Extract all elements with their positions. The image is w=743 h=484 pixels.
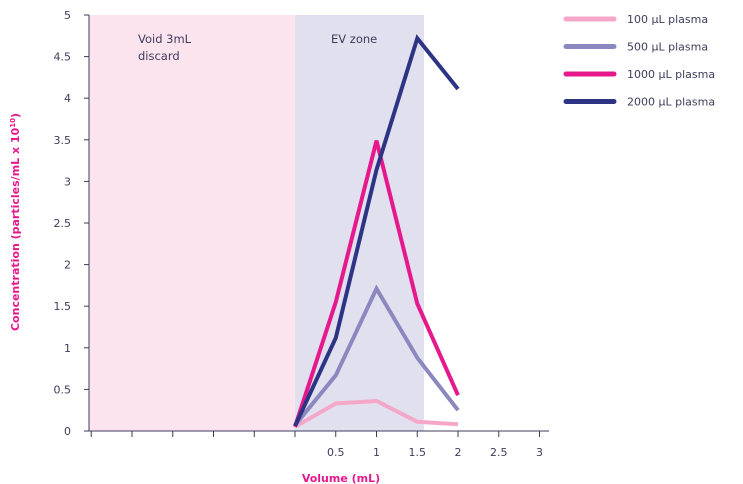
legend-label-500: 500 µL plasma <box>627 41 708 54</box>
ev-zone-label: EV zone <box>331 32 377 46</box>
void-zone-label-line-2: discard <box>138 49 180 63</box>
series-line-500 <box>293 284 460 427</box>
y-tick-label: 1 <box>64 342 71 355</box>
y-tick-label: 4.5 <box>54 51 72 64</box>
legend-label-2000: 2000 µL plasma <box>627 96 715 109</box>
y-axis-title: Concentration (particles/mL x 1010) <box>9 113 22 331</box>
y-tick-label: 3 <box>64 175 71 188</box>
x-axis-title: Volume (mL) <box>302 472 380 484</box>
x-tick-label: 2.5 <box>490 446 508 459</box>
series-line-100 <box>294 398 459 429</box>
legend-label-100: 100 µL plasma <box>627 13 708 26</box>
series-lines <box>293 34 460 429</box>
y-tick-label: 1.5 <box>54 300 72 313</box>
x-tick-label: 2 <box>455 446 462 459</box>
void-zone <box>89 15 295 431</box>
series-line-2000 <box>293 34 460 427</box>
void-zone-label-line-1: Void 3mL <box>138 32 192 46</box>
y-axis-ticks: 0 0.5 1 1.5 2 2.5 3 3.5 4 4.5 5 <box>54 9 89 438</box>
x-tick-label: 1 <box>373 446 380 459</box>
x-tick-label: 1.5 <box>409 446 427 459</box>
y-tick-label: 0.5 <box>54 383 72 396</box>
y-tick-label: 2 <box>64 259 71 272</box>
void-zone-label: Void 3mL discard <box>138 32 195 63</box>
y-tick-label: 5 <box>64 9 71 22</box>
x-tick-label: 3 <box>536 446 543 459</box>
y-tick-label: 4 <box>64 92 71 105</box>
y-tick-label: 3.5 <box>54 134 72 147</box>
y-tick-label: 0 <box>64 425 71 438</box>
series-line-1000 <box>293 140 460 428</box>
x-axis-ticks: 0.5 1 1.5 2 2.5 3 <box>90 431 543 459</box>
x-tick-label: 0.5 <box>327 446 345 459</box>
legend: 100 µL plasma 500 µL plasma 1000 µL plasm… <box>563 13 715 109</box>
y-tick-label: 2.5 <box>54 217 72 230</box>
ev-zone-label-line-1: EV zone <box>331 32 377 46</box>
y-axis-title-close: ) <box>9 113 22 118</box>
y-axis-title-main: Concentration (particles/mL x 10 <box>9 127 22 331</box>
y-axis-title-exponent: 10 <box>9 118 17 128</box>
legend-label-1000: 1000 µL plasma <box>627 68 715 81</box>
